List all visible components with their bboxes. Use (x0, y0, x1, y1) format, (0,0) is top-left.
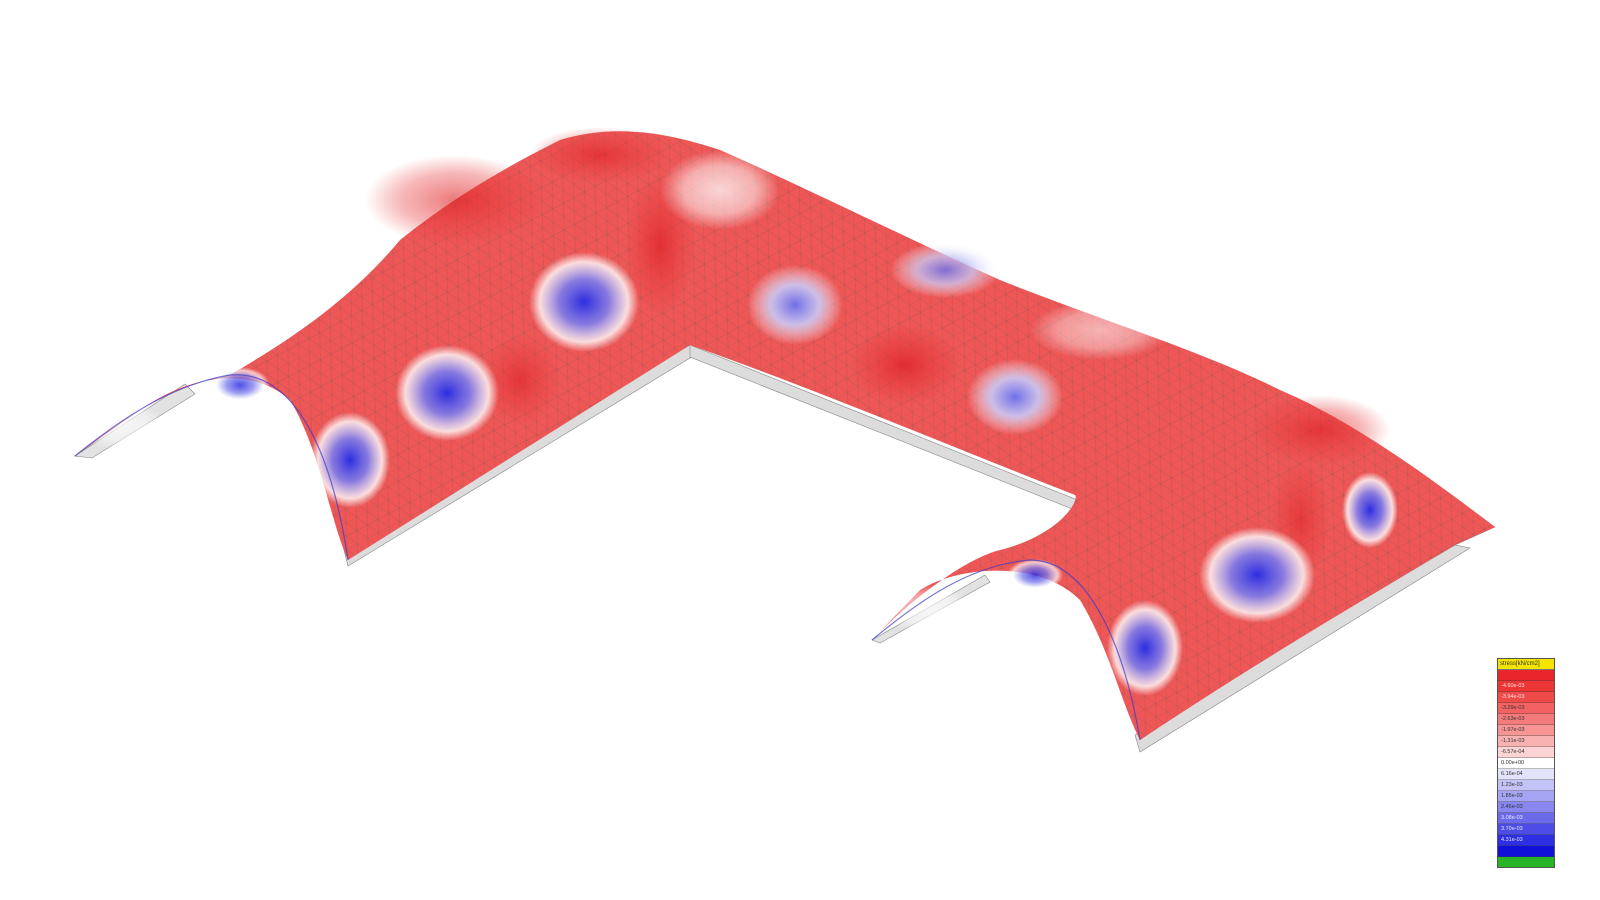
legend-entry: 3.70e-03 (1498, 824, 1554, 835)
shell-surface (75, 131, 1495, 741)
legend-entry: 1.23e-03 (1498, 780, 1554, 791)
legend-entry: -3.94e-03 (1498, 692, 1554, 703)
legend-entry: 1.85e-03 (1498, 791, 1554, 802)
arch-edges (74, 374, 1141, 741)
legend-title: stress[kN/cm2] (1498, 659, 1554, 670)
legend-entry (1498, 670, 1554, 681)
legend-entry: 2.46e-03 (1498, 802, 1554, 813)
legend-entry: -4.60e-03 (1498, 681, 1554, 692)
legend-entry (1498, 857, 1554, 867)
legend-entry: 0.00e+00 (1498, 758, 1554, 769)
legend-entry: -1.97e-03 (1498, 725, 1554, 736)
legend-entry: 4.31e-03 (1498, 835, 1554, 846)
legend-entry (1498, 846, 1554, 857)
stress-legend: stress[kN/cm2] -4.60e-03 -3.94e-03 -3.29e-… (1497, 658, 1555, 868)
legend-entry: -2.63e-03 (1498, 714, 1554, 725)
stress-spots (75, 127, 1398, 696)
legend-entry: -6.57e-04 (1498, 747, 1554, 758)
legend-entry: 3.08e-03 (1498, 813, 1554, 824)
legend-entry: -3.29e-03 (1498, 703, 1554, 714)
legend-entry: 6.16e-04 (1498, 769, 1554, 780)
legend-entry: -1.31e-03 (1498, 736, 1554, 747)
